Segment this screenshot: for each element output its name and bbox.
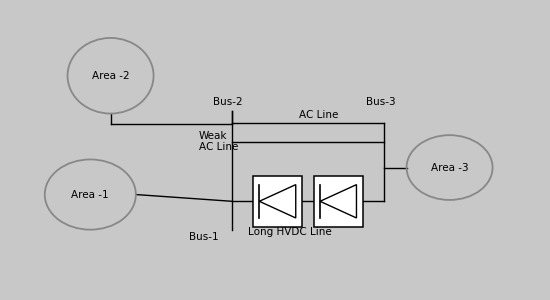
Text: Bus-2: Bus-2: [213, 97, 243, 107]
Bar: [314, 176, 362, 227]
Text: Bus-3: Bus-3: [366, 97, 395, 107]
Bar: [314, 176, 362, 227]
Text: Long HVDC Line: Long HVDC Line: [248, 227, 332, 238]
Text: Bus-1: Bus-1: [189, 232, 218, 242]
Text: Area -2: Area -2: [92, 71, 129, 81]
Text: Area -1: Area -1: [72, 190, 109, 200]
Bar: [253, 176, 302, 227]
Text: Weak
AC Line: Weak AC Line: [199, 131, 239, 152]
Text: Area -3: Area -3: [431, 163, 469, 172]
Bar: [253, 176, 302, 227]
Text: AC Line: AC Line: [299, 110, 339, 120]
